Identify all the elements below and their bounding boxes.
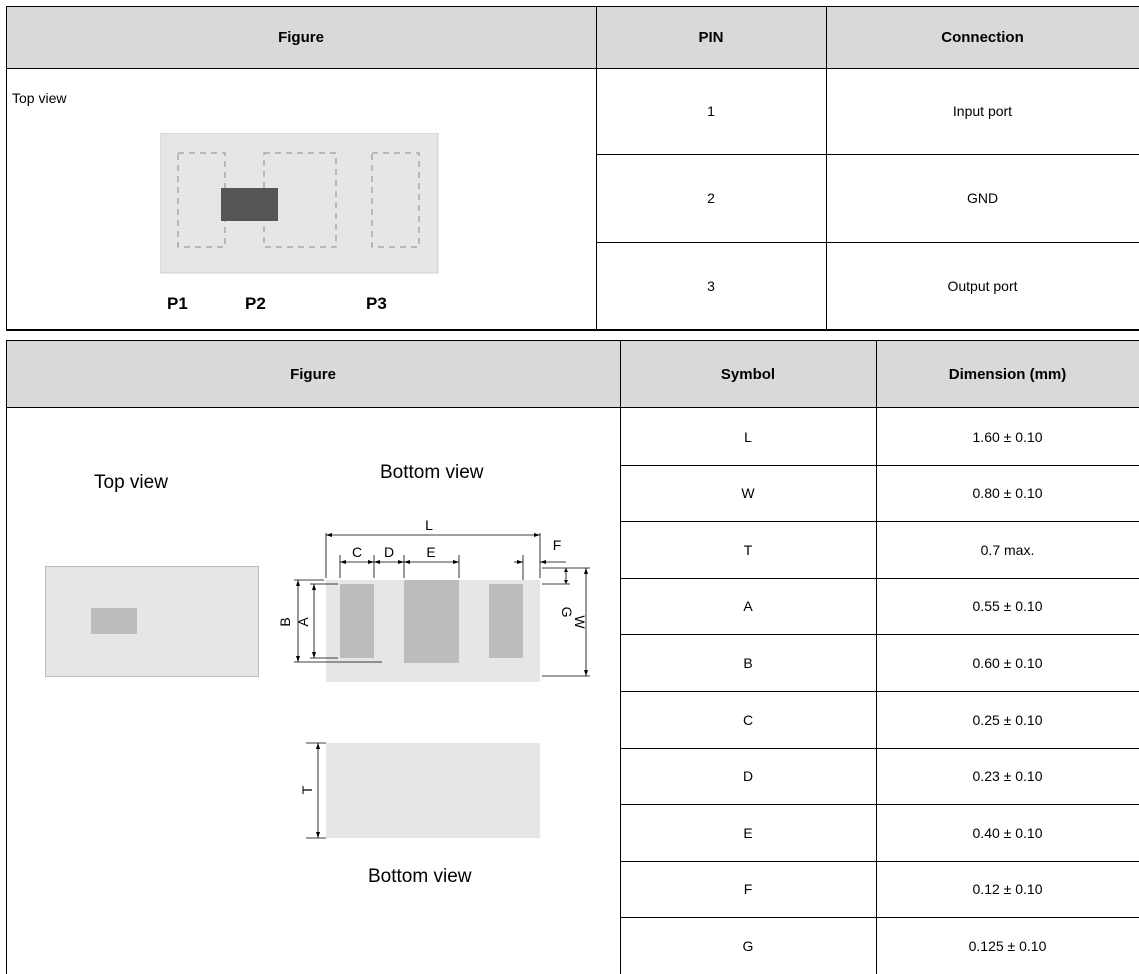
marking	[221, 188, 278, 221]
dimension-row-symbol: E	[743, 824, 753, 841]
dimension-row-value: 0.23 ± 0.10	[972, 768, 1043, 784]
dim-top-view-label: Top view	[94, 472, 168, 493]
dim-bottom-view-drawing: L C D E F B A G W	[277, 517, 590, 682]
top-view-marking	[91, 608, 137, 634]
bottom-pad-left	[340, 584, 374, 658]
dimension-row-divider	[620, 578, 1139, 579]
pad-outline-p2	[263, 152, 337, 248]
label-W: W	[572, 615, 588, 629]
dimension-row-value: 0.80 ± 0.10	[972, 485, 1043, 501]
dimension-row-value: 0.60 ± 0.10	[972, 654, 1043, 671]
pin-row-2-connection: GND	[966, 190, 999, 206]
dimension-row-value: 0.55 ± 0.10	[972, 598, 1043, 614]
pin-row-2-pin: 2	[707, 190, 715, 206]
dimension-row-symbol: W	[741, 485, 755, 501]
dimension-row-divider	[620, 521, 1139, 522]
pin-row-1-connection: Input port	[952, 103, 1013, 119]
dim-bottom-view-label-lower: Bottom view	[368, 866, 472, 887]
pin-table-connection-header: Connection	[941, 28, 1024, 46]
pin-table-header	[6, 6, 1139, 68]
dimension-row-symbol: T	[743, 541, 753, 558]
pin-row-3-connection: Output port	[947, 278, 1018, 294]
dimension-row-divider	[620, 634, 1139, 635]
pin-top-view-drawing	[160, 133, 439, 274]
label-C: C	[352, 544, 362, 560]
dim-top-view-drawing	[45, 566, 259, 677]
label-F: F	[553, 537, 562, 553]
dimension-row-value: 1.60 ± 0.10	[972, 428, 1043, 445]
dimension-row-value: 0.40 ± 0.10	[972, 824, 1043, 841]
dimension-table-figure-header: Figure	[290, 365, 336, 383]
pin-table-figure-header: Figure	[278, 28, 324, 46]
dimension-row-symbol: L	[744, 428, 752, 445]
dimension-table-symbol-header: Symbol	[720, 365, 776, 383]
dim-bottom-view-label-upper: Bottom view	[380, 462, 484, 483]
label-D: D	[384, 544, 394, 560]
dim-side-view-drawing: T	[299, 742, 540, 839]
dimension-row-divider	[620, 465, 1139, 466]
label-A: A	[295, 617, 311, 627]
label-L: L	[425, 517, 433, 533]
dimension-table-dimension-header: Dimension (mm)	[948, 365, 1067, 383]
label-B: B	[277, 617, 293, 626]
dimension-row-symbol: B	[743, 654, 753, 671]
label-G: G	[559, 607, 575, 618]
dimension-row-symbol: A	[743, 598, 753, 614]
dimension-row-divider	[620, 917, 1139, 918]
dimension-row-divider	[620, 748, 1139, 749]
dimension-row-divider	[620, 691, 1139, 692]
dimension-table-header	[6, 340, 1139, 408]
pad-label-p3: P3	[366, 294, 387, 313]
bottom-pad-right	[489, 584, 523, 658]
dimension-row-divider	[620, 861, 1139, 862]
dimension-row-symbol: C	[742, 711, 754, 728]
dimension-row-value: 0.125 ± 0.10	[968, 937, 1047, 954]
pin-row-1-pin: 1	[707, 103, 715, 119]
bottom-pad-center	[404, 580, 459, 663]
pad-label-p2: P2	[245, 294, 266, 313]
dimension-row-symbol: D	[742, 768, 754, 784]
pin-row-3-pin: 3	[707, 278, 715, 294]
dimension-row-symbol: F	[743, 881, 753, 897]
pin-table-pin-header: PIN	[698, 28, 724, 46]
pad-outline-p3	[371, 152, 420, 248]
label-T: T	[299, 785, 315, 794]
dimension-row-value: 0.7 max.	[980, 541, 1035, 558]
pad-label-p1: P1	[167, 294, 188, 313]
dimension-row-value: 0.12 ± 0.10	[972, 881, 1043, 897]
label-E: E	[426, 544, 435, 560]
dimension-row-symbol: G	[742, 937, 754, 954]
dimension-row-value: 0.25 ± 0.10	[972, 711, 1043, 728]
dimension-row-divider	[620, 804, 1139, 805]
pin-figure-caption: Top view	[12, 90, 67, 106]
